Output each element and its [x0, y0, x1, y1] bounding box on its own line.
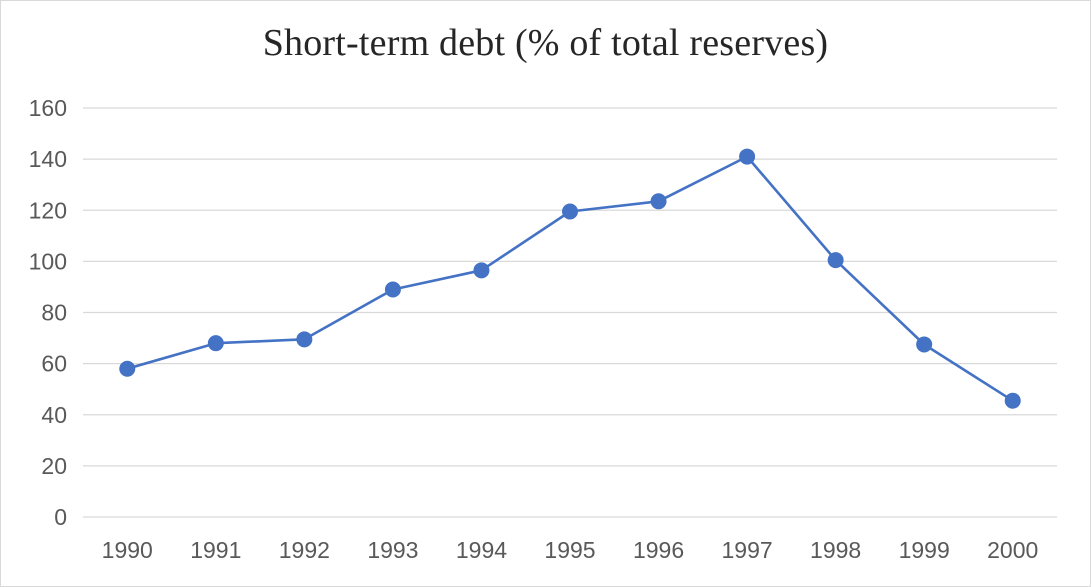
- x-tick-label: 1992: [279, 537, 330, 563]
- data-point-1999: [916, 336, 933, 353]
- data-point-1998: [827, 252, 844, 269]
- y-tick-label: 0: [54, 504, 67, 530]
- x-tick-label: 1996: [633, 537, 684, 563]
- data-point-1990: [119, 360, 136, 377]
- x-axis-ticks: 1990 1991 1992 1993 1994 1995 1996 1997 1998 1999…: [102, 537, 1039, 563]
- gridlines: [83, 107, 1057, 518]
- y-tick-label: 140: [29, 146, 67, 172]
- y-tick-label: 60: [41, 351, 67, 377]
- x-tick-label: 1990: [102, 537, 153, 563]
- x-tick-label: 1999: [899, 537, 950, 563]
- y-tick-label: 120: [29, 197, 67, 223]
- data-point-1995: [562, 203, 578, 220]
- y-tick-label: 100: [29, 248, 67, 274]
- x-tick-label: 1995: [544, 537, 595, 563]
- y-tick-label: 160: [29, 95, 67, 121]
- data-point-1991: [207, 335, 224, 352]
- series: [119, 148, 1021, 409]
- x-tick-label: 1991: [190, 537, 241, 563]
- chart-title: Short-term debt (% of total reserves): [262, 22, 829, 64]
- y-tick-label: 20: [41, 453, 67, 479]
- data-point-1996: [650, 193, 667, 210]
- y-tick-label: 40: [41, 402, 67, 428]
- data-point-1997: [739, 148, 756, 165]
- x-tick-label: 1998: [810, 537, 861, 563]
- data-point-1994: [473, 262, 490, 279]
- y-tick-label: 80: [41, 300, 67, 326]
- data-point-2000: [1004, 392, 1021, 409]
- y-axis-ticks: 0 20 40 60 80 100 120 140 160: [29, 95, 67, 530]
- x-tick-label: 2000: [987, 537, 1038, 563]
- x-tick-label: 1993: [367, 537, 418, 563]
- x-tick-label: 1994: [456, 537, 507, 563]
- data-point-1992: [296, 331, 313, 348]
- data-point-1993: [384, 281, 401, 298]
- x-tick-label: 1997: [722, 537, 773, 563]
